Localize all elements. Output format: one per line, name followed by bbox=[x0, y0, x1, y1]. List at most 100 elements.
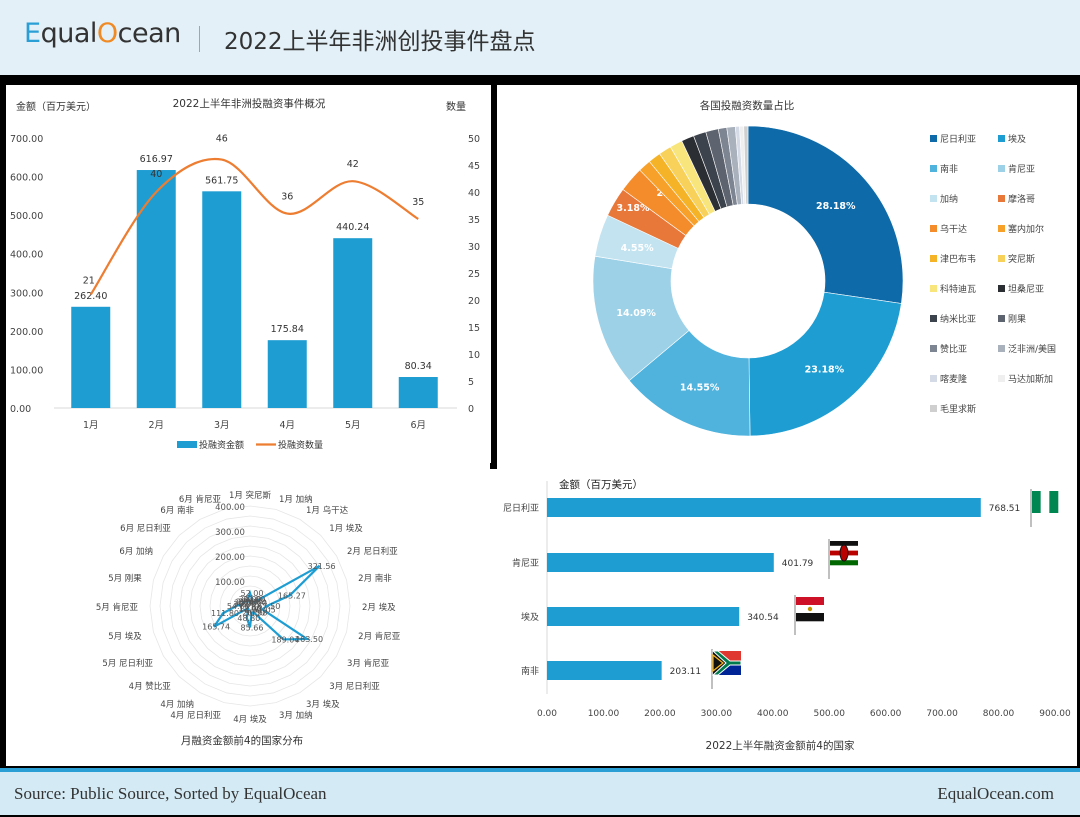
y-tick-label: 500.00 bbox=[10, 211, 43, 222]
x-tick-label: 4月 bbox=[279, 420, 295, 431]
monthly-overview-chart: 金额（百万美元） 2022上半年非洲投融资事件概况 数量 0.00 100.00 200.… bbox=[6, 85, 491, 463]
y-tick-label: 700.00 bbox=[10, 134, 43, 145]
radar-value-label: 12.90 bbox=[239, 605, 262, 614]
legend-swatch bbox=[998, 195, 1005, 202]
legend-label: 科特迪瓦 bbox=[940, 283, 976, 295]
radar-value-label: 30.98 bbox=[244, 609, 267, 618]
line-value-label: 42 bbox=[347, 159, 359, 170]
y-tick-label: 0.00 bbox=[10, 404, 31, 415]
radar-category-label: 3月 肯尼亚 bbox=[347, 658, 390, 669]
line-value-label: 35 bbox=[412, 197, 424, 208]
radar-category-label: 5月 肯尼亚 bbox=[96, 602, 139, 613]
bar bbox=[547, 607, 740, 626]
y2-tick-label: 20 bbox=[468, 296, 480, 307]
radar-value-label: 26.50 bbox=[236, 597, 259, 606]
y-tick-label: 肯尼亚 bbox=[512, 557, 539, 569]
y-tick-label: 200.00 bbox=[10, 327, 43, 338]
y2-tick-label: 0 bbox=[468, 404, 474, 415]
x-tick-label: 200.00 bbox=[644, 709, 676, 719]
legend-label: 泛非洲/美国 bbox=[1008, 343, 1056, 355]
radar-category-label: 3月 尼日利亚 bbox=[329, 681, 380, 692]
bar-value-label: 80.34 bbox=[405, 361, 432, 372]
radar-value-label: 189.04 bbox=[271, 635, 299, 644]
radar-value-label: 51.05 bbox=[253, 605, 276, 614]
legend-label: 加纳 bbox=[940, 193, 958, 205]
slice-percent-label: 4.55% bbox=[621, 243, 654, 254]
radar-category-label: 1月 乌干达 bbox=[306, 505, 349, 516]
legend-label: 南非 bbox=[940, 163, 958, 175]
line-value-label: 40 bbox=[150, 169, 162, 180]
legend-swatch bbox=[998, 165, 1005, 172]
bar bbox=[398, 377, 438, 408]
radar-value-label: 54.80 bbox=[227, 602, 250, 611]
x-tick-label: 400.00 bbox=[757, 709, 789, 719]
radar-category-label: 1月 突尼斯 bbox=[229, 490, 272, 501]
radar-category-label: 6月 加纳 bbox=[119, 546, 153, 557]
bar-value-label: 440.24 bbox=[336, 222, 369, 233]
legend-swatch bbox=[930, 345, 937, 352]
radar-category-label: 5月 尼日利亚 bbox=[102, 658, 153, 669]
bar bbox=[547, 553, 774, 572]
bar bbox=[71, 306, 111, 408]
legend-swatch bbox=[930, 195, 937, 202]
legend-label: 乌干达 bbox=[940, 223, 967, 235]
donut-slice bbox=[743, 125, 749, 205]
legend-label: 塞内加尔 bbox=[1008, 223, 1044, 235]
radar-category-label: 3月 加纳 bbox=[279, 710, 313, 721]
radar-category-label: 4月 尼日利亚 bbox=[170, 710, 221, 721]
legend-label: 突尼斯 bbox=[1008, 253, 1035, 265]
y2-tick-label: 10 bbox=[468, 350, 480, 361]
radar-category-label: 2月 南非 bbox=[358, 573, 392, 584]
bar-value-label: 768.51 bbox=[989, 504, 1021, 514]
legend-swatch bbox=[998, 285, 1005, 292]
y-tick-label: 南非 bbox=[521, 665, 539, 677]
slice-percent-label: 14.55% bbox=[680, 382, 720, 393]
y-tick-label: 埃及 bbox=[521, 611, 539, 623]
radar-category-label: 2月 埃及 bbox=[362, 602, 396, 613]
bar-value-label: 175.84 bbox=[271, 324, 304, 335]
y2-axis-label: 数量 bbox=[446, 100, 466, 113]
y2-tick-label: 35 bbox=[468, 215, 480, 226]
bar-value-label: 616.97 bbox=[140, 154, 173, 165]
y2-tick-label: 25 bbox=[468, 269, 480, 280]
chart-title: 2022上半年融资金额前4的国家 bbox=[706, 739, 855, 752]
legend-label: 赞比亚 bbox=[940, 343, 967, 355]
site-link: EqualOcean.com bbox=[937, 784, 1054, 803]
radar-series bbox=[213, 564, 321, 641]
donut-chart-svg: 各国投融资数量占比 28.18% 23.18% 14.55% 14.09% 4.55% 3.… bbox=[592, 99, 1056, 437]
radar-value-label: 321.56 bbox=[308, 562, 336, 571]
radar-value-label: 30.00 bbox=[233, 600, 256, 609]
x-tick-label: 600.00 bbox=[870, 709, 902, 719]
radar-ring-label: 300.00 bbox=[215, 528, 245, 538]
radar-value-label: 52.00 bbox=[241, 589, 264, 598]
y2-tick-label: 15 bbox=[468, 323, 480, 334]
radar-value-label: 263.50 bbox=[295, 635, 323, 644]
source-note: Source: Public Source, Sorted by EqualOc… bbox=[14, 784, 327, 803]
legend-swatch bbox=[930, 375, 937, 382]
radar-category-label: 4月 加纳 bbox=[160, 699, 194, 710]
radar-category-label: 2月 肯尼亚 bbox=[358, 631, 401, 642]
radar-category-label: 1月 加纳 bbox=[279, 494, 313, 505]
bar bbox=[547, 661, 662, 680]
chart-title: 月融资金额前4的国家分布 bbox=[181, 734, 303, 747]
radar-value-label: 26.50 bbox=[242, 608, 265, 617]
x-tick-label: 1月 bbox=[83, 420, 99, 431]
equalocean-logo: EqualOcean bbox=[24, 18, 181, 49]
header-divider bbox=[199, 26, 200, 52]
radar-category-label: 6月 肯尼亚 bbox=[179, 494, 222, 505]
radar-value-label: 30.00 bbox=[239, 595, 262, 604]
legend-swatch bbox=[998, 225, 1005, 232]
panel-gap bbox=[490, 469, 498, 766]
radar-value-label: 48.80 bbox=[237, 614, 260, 623]
legend-swatch bbox=[998, 255, 1005, 262]
y-tick-label: 600.00 bbox=[10, 173, 43, 184]
monthly-top4-radar-chart: 100.00 200.00 300.00 400.00 1月 突尼斯 1月 加纳 1月 乌干… bbox=[6, 463, 490, 766]
radar-ring-label: 100.00 bbox=[215, 578, 245, 588]
radar-ring-label: 200.00 bbox=[215, 553, 245, 563]
bar bbox=[136, 170, 176, 408]
radar-value-label: 85.66 bbox=[241, 623, 264, 632]
y-tick-label: 300.00 bbox=[10, 288, 43, 299]
legend-swatch bbox=[930, 135, 937, 142]
radar-category-label: 1月 埃及 bbox=[329, 523, 363, 534]
radar-value-label: 30.00 bbox=[234, 598, 257, 607]
